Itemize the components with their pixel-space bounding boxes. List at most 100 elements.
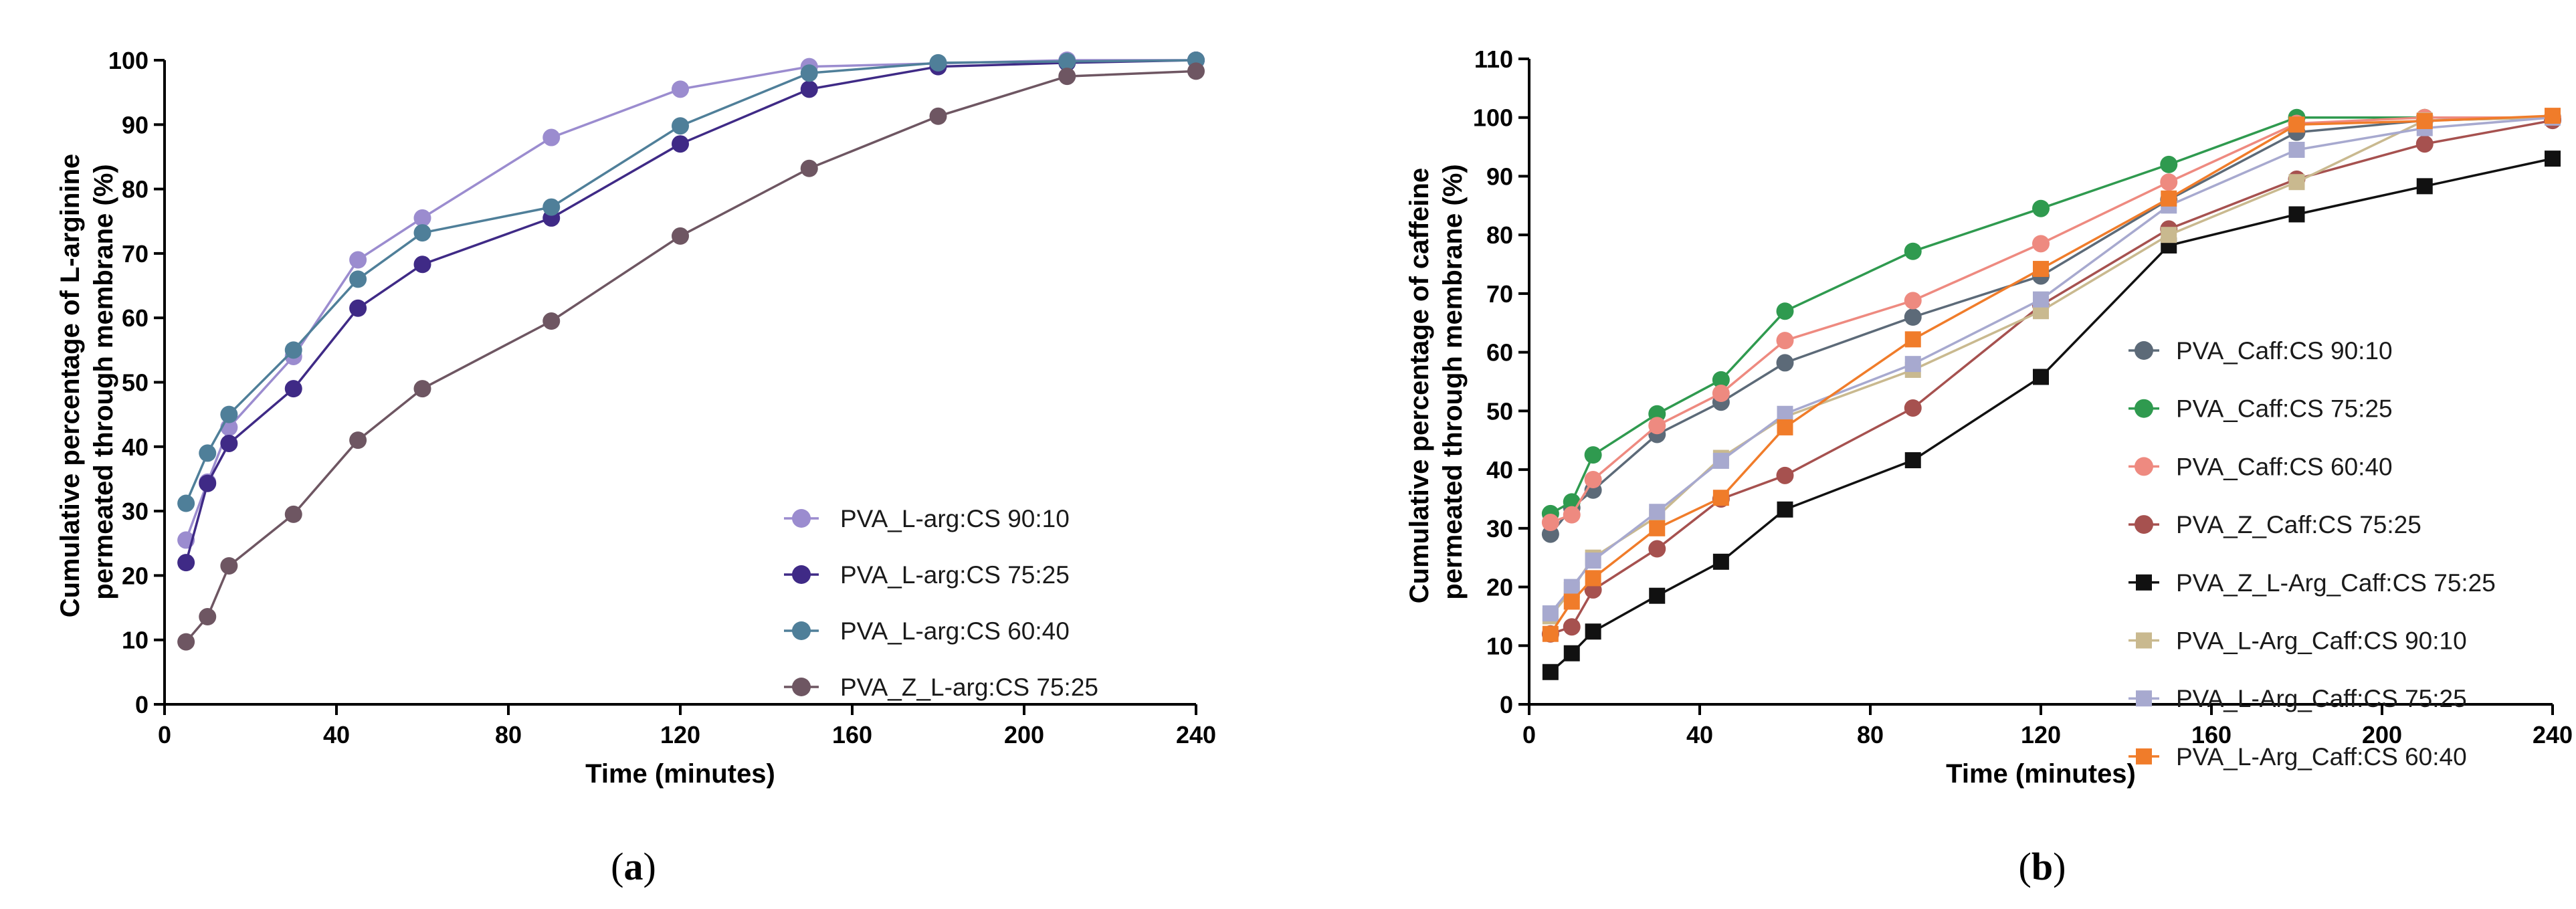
data-point	[1585, 570, 1601, 587]
legend-label: PVA_L-arg:CS 75:25	[840, 561, 1070, 589]
legend-item: PVA_L-arg:CS 75:25	[784, 561, 1070, 589]
legend-square-marker	[2136, 748, 2152, 765]
legend-label: PVA_Z_L-Arg_Caff:CS 75:25	[2176, 569, 2496, 597]
data-point	[2416, 112, 2433, 129]
data-point	[1776, 354, 1794, 372]
legend-item: PVA_Z_Caff:CS 75:25	[2128, 511, 2421, 538]
x-tick-label: 120	[2021, 721, 2061, 748]
y-tick-label: 40	[1486, 456, 1513, 484]
legend-label: PVA_L-arg:CS 90:10	[840, 505, 1070, 532]
legend-item: PVA_Caff:CS 60:40	[2128, 453, 2393, 480]
y-tick-label: 50	[1486, 397, 1513, 425]
x-axis-title-a: Time (minutes)	[585, 759, 775, 789]
data-point	[1563, 579, 1580, 595]
panel-label-paren-open: (	[2019, 845, 2032, 888]
legend-label: PVA_Caff:CS 60:40	[2176, 453, 2393, 480]
x-tick-label: 40	[323, 721, 350, 748]
data-point	[349, 431, 367, 449]
panel-label-b: (b)	[2019, 845, 2066, 888]
plot-area-a: 0 10 20 30 40 50 60 70 80 90 100 0 40 80 120 160 200 240	[108, 47, 1216, 748]
data-point	[2033, 369, 2049, 385]
y-tick-label: 60	[122, 304, 148, 332]
legend-circle-marker	[792, 509, 811, 528]
series-line-a-2	[185, 59, 1197, 563]
data-point	[1776, 466, 1794, 484]
data-point	[413, 209, 431, 227]
x-tick-label: 80	[495, 721, 522, 748]
data-point	[1712, 452, 1729, 469]
legend-a: PVA_L-arg:CS 90:10 PVA_L-arg:CS 75:25 PVA_…	[784, 505, 1098, 701]
data-point	[672, 135, 689, 153]
y-tick-label: 0	[135, 691, 148, 718]
y-tick-label: 20	[122, 562, 148, 589]
legend-label: PVA_L-Arg_Caff:CS 60:40	[2176, 743, 2467, 771]
x-tick-label: 80	[1857, 721, 1884, 748]
data-point	[220, 434, 238, 452]
series-line-a-3	[185, 59, 1197, 504]
data-point	[220, 557, 238, 575]
legend-item: PVA_Z_L-arg:CS 75:25	[784, 674, 1098, 701]
x-tick-label: 160	[832, 721, 872, 748]
data-point	[1904, 292, 1922, 310]
y-axis-title-line-2-b: permeated through membrane (%)	[1438, 164, 1468, 599]
data-point	[1058, 52, 1076, 70]
data-point	[2288, 174, 2305, 191]
data-point	[1776, 332, 1794, 350]
data-point	[1649, 520, 1666, 536]
data-point	[1541, 514, 1559, 532]
data-point	[284, 380, 302, 398]
legend-square-marker	[2136, 690, 2152, 707]
data-point	[1712, 371, 1730, 389]
y-tick-label: 110	[1474, 45, 1513, 73]
legend-item: PVA_L-Arg_Caff:CS 75:25	[2128, 685, 2467, 712]
data-point	[2416, 178, 2433, 195]
data-point	[177, 633, 195, 651]
series-line-b-3	[1550, 116, 2553, 524]
data-point	[2161, 227, 2177, 243]
data-point	[929, 107, 947, 125]
data-point	[1542, 664, 1559, 680]
data-point	[349, 270, 367, 288]
legend-label: PVA_L-arg:CS 60:40	[840, 617, 1070, 645]
data-point	[800, 80, 818, 98]
data-point	[220, 405, 238, 423]
data-point	[2160, 155, 2178, 173]
data-point	[1712, 553, 1729, 570]
y-tick-label: 30	[122, 498, 148, 525]
legend-item: PVA_L-Arg_Caff:CS 60:40	[2128, 743, 2467, 771]
panel-label-paren-close: )	[2053, 845, 2066, 888]
legend-label: PVA_Caff:CS 75:25	[2176, 395, 2393, 423]
y-tick-label: 40	[122, 433, 148, 461]
data-point	[1649, 587, 1666, 604]
data-point	[1777, 501, 1793, 518]
data-point	[199, 444, 217, 462]
data-point	[1712, 490, 1729, 506]
legend-item: PVA_L-arg:CS 90:10	[784, 505, 1070, 532]
y-tick-label: 10	[122, 627, 148, 654]
data-point	[672, 117, 689, 135]
data-point	[1648, 540, 1666, 558]
chart-panel-b: 0 10 20 30 40 50 60 70 80 90 100 110 0 40 80 120 160 200 2…	[1405, 45, 2573, 888]
y-tick-label: 100	[108, 47, 148, 74]
data-point	[2288, 116, 2305, 133]
y-tick-label: 30	[1486, 515, 1513, 542]
data-point	[2032, 235, 2050, 253]
data-point	[2033, 261, 2049, 278]
x-tick-label: 120	[660, 721, 700, 748]
data-point	[2545, 150, 2561, 167]
y-axis-title-line-1-b: Cumulative percentage of caffeine	[1405, 168, 1434, 603]
legend-label: PVA_Z_Caff:CS 75:25	[2176, 511, 2421, 538]
data-point	[284, 341, 302, 359]
y-tick-label: 70	[1486, 280, 1513, 308]
y-tick-label: 60	[1486, 339, 1513, 367]
data-point	[1584, 471, 1602, 489]
data-point	[199, 474, 217, 492]
data-point	[672, 227, 689, 245]
data-point	[1187, 62, 1205, 80]
panel-label-paren-close: )	[643, 845, 656, 888]
data-point	[800, 159, 818, 177]
y-tick-label: 80	[1486, 221, 1513, 249]
data-point	[542, 198, 561, 216]
data-point	[1712, 385, 1730, 403]
